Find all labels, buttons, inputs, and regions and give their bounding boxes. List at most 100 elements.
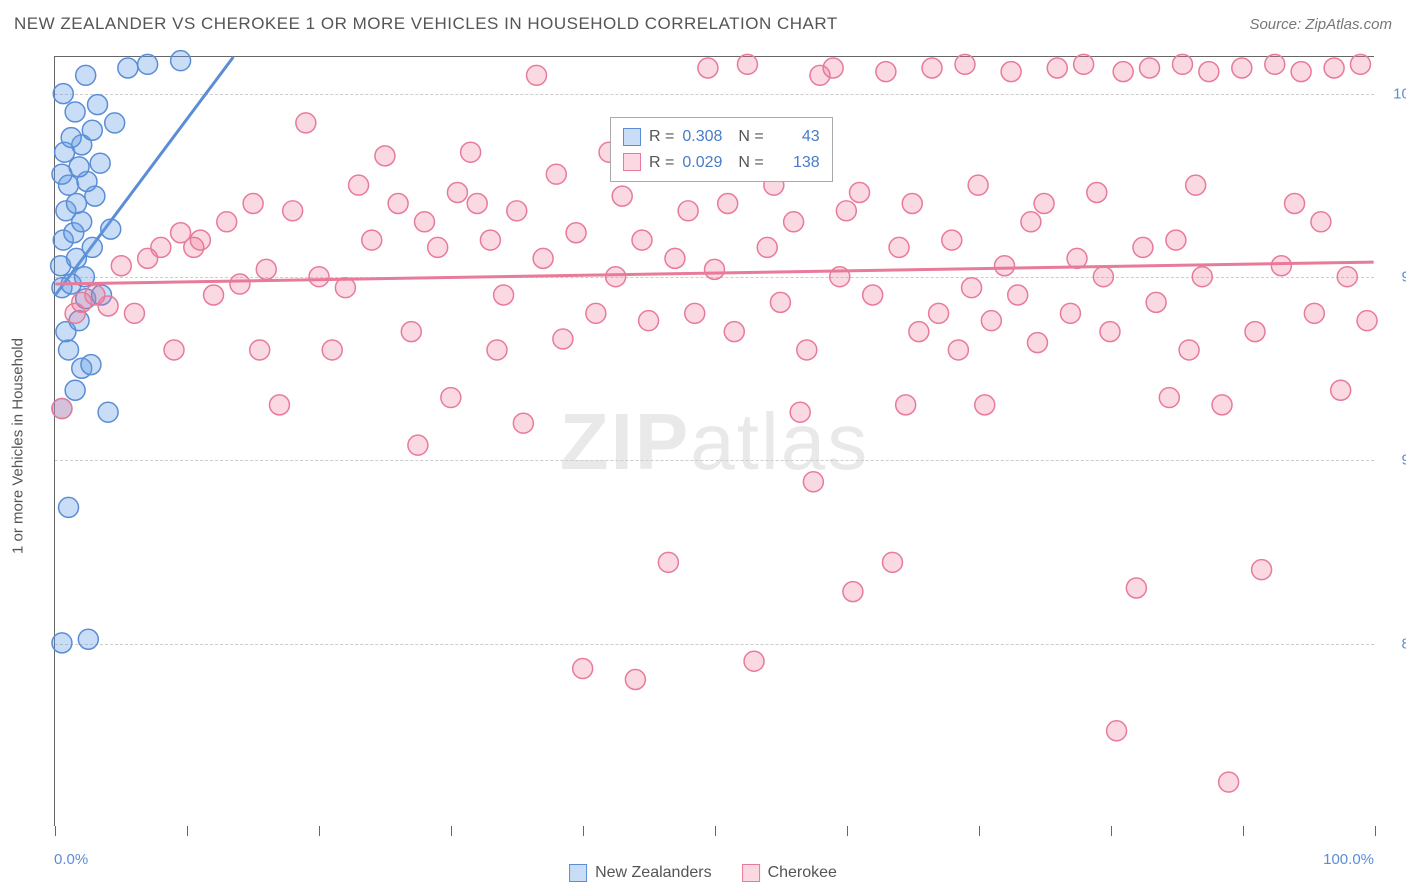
data-point: [1331, 380, 1351, 400]
data-point: [98, 402, 118, 422]
data-point: [243, 193, 263, 213]
data-point: [1350, 54, 1370, 74]
data-point: [59, 340, 79, 360]
data-point: [737, 54, 757, 74]
header: NEW ZEALANDER VS CHEROKEE 1 OR MORE VEHI…: [0, 0, 1406, 48]
data-point: [902, 193, 922, 213]
data-point: [797, 340, 817, 360]
y-tick-label: 100.0%: [1384, 85, 1406, 102]
legend-r-value: 0.029: [682, 150, 730, 176]
data-point: [586, 303, 606, 323]
data-point: [1021, 212, 1041, 232]
data-point: [53, 84, 73, 104]
data-point: [1232, 58, 1252, 78]
data-point: [1100, 322, 1120, 342]
data-point: [1252, 560, 1272, 580]
data-point: [784, 212, 804, 232]
x-tick: [847, 826, 848, 836]
data-point: [658, 552, 678, 572]
data-point: [1265, 54, 1285, 74]
legend-swatch: [623, 153, 641, 171]
data-point: [1291, 62, 1311, 82]
data-point: [171, 51, 191, 71]
data-point: [942, 230, 962, 250]
x-axis-label-min: 0.0%: [54, 851, 88, 868]
data-point: [975, 395, 995, 415]
data-point: [124, 303, 144, 323]
legend-top: R = 0.308 N = 43 R = 0.029 N = 138: [610, 117, 833, 182]
data-point: [349, 175, 369, 195]
data-point: [401, 322, 421, 342]
data-point: [685, 303, 705, 323]
data-point: [863, 285, 883, 305]
data-point: [1074, 54, 1094, 74]
data-point: [1133, 237, 1153, 257]
data-point: [204, 285, 224, 305]
data-point: [1324, 58, 1344, 78]
data-point: [283, 201, 303, 221]
legend-item: New Zealanders: [569, 864, 712, 882]
data-point: [843, 582, 863, 602]
data-point: [705, 259, 725, 279]
data-point: [507, 201, 527, 221]
data-point: [876, 62, 896, 82]
x-tick: [979, 826, 980, 836]
x-tick: [55, 826, 56, 836]
data-point: [1093, 267, 1113, 287]
data-point: [1001, 62, 1021, 82]
data-point: [217, 212, 237, 232]
data-point: [309, 267, 329, 287]
data-point: [335, 278, 355, 298]
data-point: [1008, 285, 1028, 305]
data-point: [1357, 311, 1377, 331]
legend-swatch: [623, 128, 641, 146]
plot-area: ZIPatlas 85.0%90.0%95.0%100.0% R = 0.308…: [54, 56, 1374, 826]
data-point: [447, 183, 467, 203]
data-point: [1271, 256, 1291, 276]
data-point: [52, 633, 72, 653]
data-point: [52, 399, 72, 419]
data-point: [678, 201, 698, 221]
legend-label: New Zealanders: [595, 864, 712, 882]
data-point: [101, 219, 121, 239]
x-tick: [1243, 826, 1244, 836]
data-point: [513, 413, 533, 433]
data-point: [889, 237, 909, 257]
data-point: [322, 340, 342, 360]
x-tick: [451, 826, 452, 836]
data-point: [850, 183, 870, 203]
data-point: [533, 248, 553, 268]
data-point: [66, 193, 86, 213]
data-point: [61, 128, 81, 148]
x-tick: [1111, 826, 1112, 836]
data-point: [922, 58, 942, 78]
data-point: [1304, 303, 1324, 323]
data-point: [1060, 303, 1080, 323]
data-point: [1146, 292, 1166, 312]
data-point: [138, 54, 158, 74]
data-point: [1219, 772, 1239, 792]
data-point: [480, 230, 500, 250]
data-point: [428, 237, 448, 257]
data-point: [1199, 62, 1219, 82]
legend-r-label: R =: [649, 150, 674, 176]
data-point: [1047, 58, 1067, 78]
data-point: [105, 113, 125, 133]
data-point: [632, 230, 652, 250]
chart-title: NEW ZEALANDER VS CHEROKEE 1 OR MORE VEHI…: [14, 14, 838, 34]
data-point: [1087, 183, 1107, 203]
data-point: [375, 146, 395, 166]
data-point: [823, 58, 843, 78]
data-point: [995, 256, 1015, 276]
data-point: [494, 285, 514, 305]
data-point: [151, 237, 171, 257]
data-point: [269, 395, 289, 415]
data-point: [408, 435, 428, 455]
data-point: [546, 164, 566, 184]
data-point: [612, 186, 632, 206]
y-tick-label: 95.0%: [1384, 269, 1406, 286]
legend-n-value: 138: [772, 150, 820, 176]
data-point: [566, 223, 586, 243]
y-axis-title: 1 or more Vehicles in Household: [10, 338, 27, 554]
data-point: [250, 340, 270, 360]
